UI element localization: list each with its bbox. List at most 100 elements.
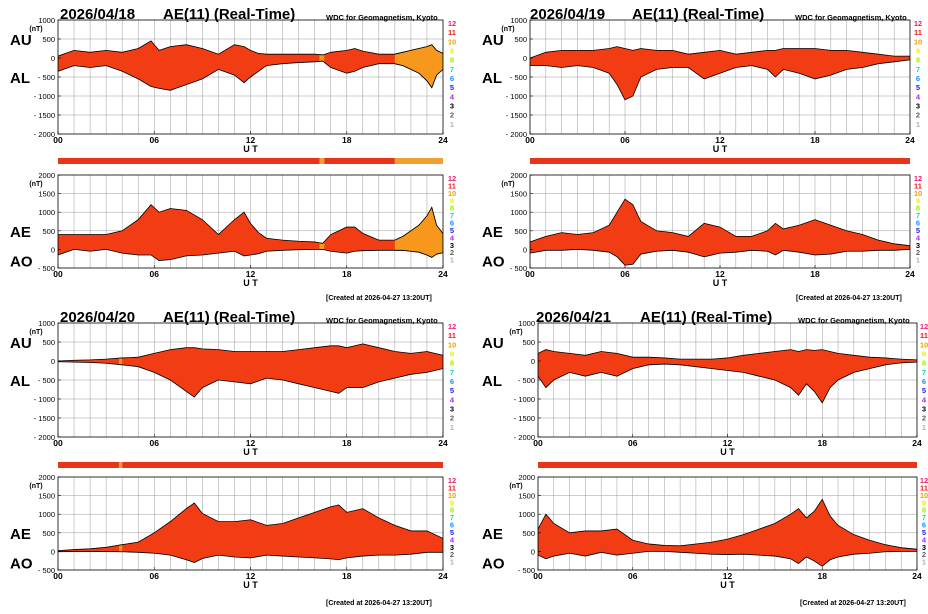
au-label: AU (482, 32, 504, 49)
kp-legend-label: 7 (922, 368, 926, 377)
kp-legend-label: 12 (920, 476, 928, 485)
y-tick-label: 0 (523, 245, 527, 254)
y-tick-label: 2000 (38, 473, 55, 482)
kp-legend-label: 6 (916, 74, 920, 83)
x-tick-label: 00 (53, 269, 63, 279)
kp-legend-label: 5 (916, 83, 920, 92)
kp-legend-label: 5 (450, 226, 454, 235)
kp-legend-label: 11 (914, 28, 922, 37)
y-tick-label: 500 (514, 35, 527, 44)
kp-legend-label: 6 (450, 219, 454, 228)
au-label: AU (10, 32, 32, 49)
kp-legend-label: 7 (922, 513, 926, 522)
kp-legend-label: 8 (450, 56, 454, 65)
kp-legend-label: 4 (922, 395, 927, 404)
kp-legend-label: 2 (916, 111, 920, 120)
kp-legend-label: 5 (450, 83, 454, 92)
kp-legend-label: 3 (450, 102, 454, 111)
x-tick-label: 12 (715, 135, 725, 145)
y-tick-label: 1500 (38, 190, 55, 199)
x-tick-label: 24 (905, 135, 915, 145)
kp-legend-label: 11 (914, 181, 922, 190)
day-date: 2026/04/21 (536, 309, 612, 326)
au-al-area (530, 46, 910, 101)
x-tick-label: 06 (150, 269, 160, 279)
x-tick-label: 06 (150, 438, 160, 448)
x-tick-label: 12 (246, 571, 256, 581)
kp-legend-label: 8 (450, 359, 454, 368)
y-tick-label: - 500 (38, 264, 55, 273)
au-al-area (58, 343, 443, 398)
status-bar-segment (58, 462, 119, 468)
kp-legend-label: 7 (450, 211, 454, 220)
kp-legend-label: 12 (914, 174, 922, 183)
kp-legend-label: 8 (450, 204, 454, 213)
y-tick-label: 2000 (510, 171, 527, 180)
x-tick-label: 00 (533, 438, 543, 448)
kp-legend-label: 1 (450, 256, 454, 265)
y-tick-label: 1000 (518, 510, 535, 519)
kp-legend-label: 12 (448, 174, 456, 183)
x-tick-label: 24 (438, 135, 448, 145)
kp-legend-label: 1 (916, 256, 920, 265)
status-bar-segment (324, 158, 395, 164)
x-tick-label: 06 (628, 438, 638, 448)
source-label: WDC for Geomagnetism, Kyoto (326, 13, 438, 22)
x-tick-label: 12 (246, 269, 256, 279)
x-tick-label: 24 (438, 269, 448, 279)
kp-legend-label: 5 (916, 226, 920, 235)
alt-segment-area (394, 44, 443, 89)
y-tick-label: - 2000 (34, 433, 55, 442)
x-tick-label: 12 (723, 571, 733, 581)
kp-legend-label: 6 (922, 377, 926, 386)
day-block-2: 2026/04/19 AE(11) (Real-Time) WDC for Ge… (472, 0, 928, 307)
plot-title: AE(11) (Real-Time) (640, 309, 773, 326)
x-tick-label: 00 (53, 135, 63, 145)
kp-legend-label: 12 (448, 19, 456, 28)
plot-title: AE(11) (Real-Time) (632, 6, 765, 23)
y-tick-label: 0 (51, 547, 55, 556)
x-axis-label: U T (720, 447, 735, 457)
kp-legend-label: 4 (916, 92, 921, 101)
source-label: WDC for Geomagnetism, Kyoto (795, 13, 907, 22)
kp-legend-label: 2 (450, 111, 454, 120)
au-al-area (58, 40, 443, 91)
kp-legend-label: 4 (450, 92, 455, 101)
y-tick-label: - 1000 (514, 395, 535, 404)
kp-legend-label: 11 (448, 483, 456, 492)
kp-legend-label: 9 (916, 47, 920, 56)
unit-label: (nT) (29, 26, 42, 33)
y-tick-label: 500 (514, 227, 527, 236)
y-tick-label: 500 (42, 227, 55, 236)
al-label: AL (10, 70, 30, 87)
kp-legend-label: 8 (916, 56, 920, 65)
y-tick-label: - 500 (38, 566, 55, 575)
source-label: WDC for Geomagnetism, Kyoto (326, 316, 438, 325)
al-label: AL (482, 373, 502, 390)
kp-legend-label: 9 (922, 350, 926, 359)
x-tick-label: 12 (723, 438, 733, 448)
kp-legend-label: 10 (448, 491, 456, 500)
kp-legend-label: 12 (448, 322, 456, 331)
x-tick-label: 00 (525, 135, 535, 145)
x-tick-label: 00 (53, 571, 63, 581)
kp-legend-label: 11 (448, 181, 456, 190)
kp-legend-label: 6 (450, 74, 454, 83)
kp-legend-label: 3 (450, 405, 454, 414)
kp-legend-label: 3 (450, 241, 454, 250)
y-tick-label: - 1500 (514, 414, 535, 423)
grid (530, 175, 910, 268)
alt-segment-area (118, 357, 123, 366)
y-tick-label: - 500 (518, 566, 535, 575)
unit-label: (nT) (29, 181, 42, 188)
kp-legend-label: 11 (920, 331, 928, 340)
unit-label: (nT) (501, 181, 514, 188)
x-tick-label: 18 (342, 571, 352, 581)
kp-legend-label: 3 (916, 241, 920, 250)
y-tick-label: - 1000 (34, 92, 55, 101)
y-tick-label: 1000 (510, 16, 527, 25)
kp-legend-label: 10 (448, 340, 456, 349)
ae-label: AE (10, 224, 31, 241)
al-label: AL (10, 373, 30, 390)
